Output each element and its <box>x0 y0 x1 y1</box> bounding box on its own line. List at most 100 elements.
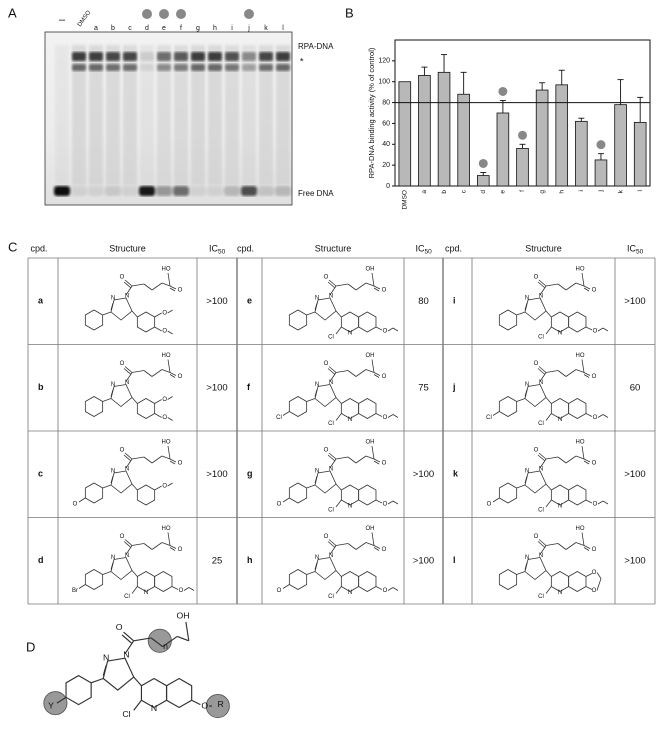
bond <box>335 283 349 287</box>
bond <box>131 586 138 594</box>
ring <box>568 484 587 506</box>
bond <box>596 572 602 579</box>
gel-band <box>88 186 104 196</box>
atom-label: N <box>348 504 352 510</box>
ic50-value: >100 <box>413 555 434 566</box>
bond <box>585 573 593 577</box>
gel-band <box>139 186 155 196</box>
atom-label: N <box>125 467 129 473</box>
bond <box>371 445 375 460</box>
ring <box>340 311 360 333</box>
bond <box>131 283 145 287</box>
bond <box>565 455 577 464</box>
bond <box>131 310 138 318</box>
bond <box>575 455 585 460</box>
x-tick-label: a <box>421 190 428 194</box>
atom-label: O <box>592 461 597 467</box>
bond <box>545 499 552 508</box>
structure: N N O OH O Cl Cl N O <box>276 353 399 427</box>
gel-smear <box>259 45 273 185</box>
bond <box>602 500 609 505</box>
compound-id: j <box>452 382 456 392</box>
ring <box>288 569 308 590</box>
atom-label: O <box>178 461 183 467</box>
atom-label: O <box>178 374 183 380</box>
bond <box>131 397 138 404</box>
ring <box>165 677 193 709</box>
panel-label: C <box>8 239 17 254</box>
gel-smear <box>157 45 171 185</box>
atom-label: O <box>592 570 597 576</box>
atom-label: OH <box>366 353 375 359</box>
atom-label: O <box>162 397 167 403</box>
gel-smear <box>276 45 290 185</box>
bond <box>585 326 593 331</box>
ring <box>340 571 360 592</box>
ring <box>288 309 308 331</box>
bar <box>418 75 431 187</box>
bond <box>161 369 171 373</box>
bond <box>167 445 171 460</box>
bond <box>597 500 604 505</box>
structure: N N O HO O Cl N O O <box>498 526 602 600</box>
bond <box>373 287 380 292</box>
gel-band <box>106 52 120 61</box>
gel-band <box>122 186 138 196</box>
y-tick-label: 120 <box>378 58 390 65</box>
bond <box>492 497 500 503</box>
atom-label: O <box>162 329 167 335</box>
bond <box>131 570 138 577</box>
bond <box>131 456 145 460</box>
atom-label: Cl <box>328 594 334 600</box>
column-header: Structure <box>525 243 562 253</box>
ic50-value: >100 <box>624 555 645 566</box>
bond <box>314 562 318 570</box>
structure: N N O OH O O Cl N O <box>277 440 399 514</box>
bond <box>151 369 163 377</box>
atom-label: N <box>329 467 333 473</box>
atom-label: N <box>315 296 319 302</box>
y-tick-label: 40 <box>382 141 390 148</box>
lane-label: b <box>111 25 115 32</box>
bond <box>365 282 375 287</box>
ring <box>358 398 377 419</box>
gel-band <box>190 186 206 196</box>
ring <box>550 571 570 592</box>
gel-smear <box>174 45 188 185</box>
bond <box>524 302 528 311</box>
bond <box>335 543 349 546</box>
y-tick-label: 100 <box>378 79 390 86</box>
bond <box>123 631 135 642</box>
bond <box>143 370 153 377</box>
lane-label: a <box>94 25 98 32</box>
bond <box>545 326 552 335</box>
structure: N N O HO O Cl N O <box>498 267 609 341</box>
gel-band <box>156 186 172 196</box>
atom-label: O <box>120 534 125 540</box>
bond <box>167 272 171 287</box>
bond <box>56 696 67 704</box>
atom-label: O <box>324 448 329 454</box>
atom-label: N <box>539 467 543 473</box>
bond <box>102 665 107 676</box>
column-header: IC <box>416 243 426 253</box>
bond <box>143 543 153 550</box>
gel-smear <box>72 45 86 185</box>
bond <box>371 532 375 546</box>
atom-label: Cl <box>538 594 544 600</box>
bond <box>124 539 133 546</box>
atom-label: O <box>487 502 492 508</box>
gel-band <box>191 52 205 61</box>
atom-label: O <box>178 547 183 553</box>
bar <box>535 89 549 187</box>
bond <box>154 399 162 404</box>
bond <box>154 326 162 332</box>
bond <box>161 542 171 546</box>
bar <box>457 93 470 187</box>
structure: N N O HO O O Cl N O <box>487 440 609 514</box>
bond <box>585 499 593 504</box>
compound-id: k <box>453 469 459 479</box>
gel-band <box>191 64 205 71</box>
bond <box>169 460 176 465</box>
ic50-value: >100 <box>624 469 645 480</box>
